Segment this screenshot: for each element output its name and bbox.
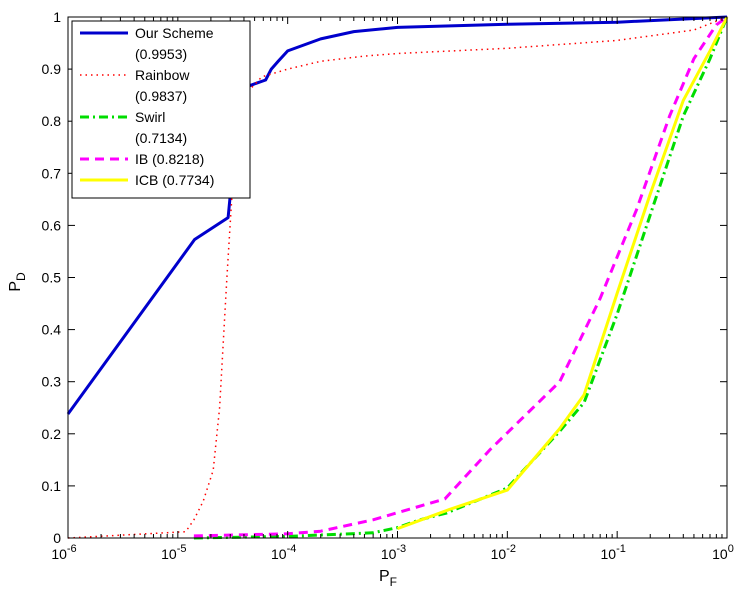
x-tick-label: 100 (712, 543, 734, 562)
y-tick-label: 0.7 (42, 165, 62, 181)
y-tick-label: 0 (53, 530, 61, 546)
x-tick-label: 10-4 (271, 543, 296, 562)
x-tick-label: 10-2 (491, 543, 516, 562)
y-tick-label: 0.9 (42, 61, 62, 77)
legend-label: ICB (0.7734) (135, 172, 214, 188)
x-tick-label: 10-6 (51, 543, 76, 562)
x-tick-label: 10-3 (381, 543, 406, 562)
x-axis-label: PF (379, 568, 397, 589)
y-tick-label: 0.5 (42, 270, 62, 286)
legend-label: (0.9837) (135, 88, 187, 104)
series-line-ib (193, 15, 728, 538)
y-tick-label: 0.4 (42, 322, 62, 338)
legend: Our Scheme (0.9953) Rainbow (0.9837) Swirl (0… (71, 20, 251, 199)
legend-label: Our Scheme (135, 25, 214, 41)
legend-label: IB (0.8218) (135, 151, 204, 167)
series-line-icb (396, 16, 729, 531)
legend-label: Rainbow (135, 67, 190, 83)
legend-label: (0.9953) (135, 46, 187, 62)
y-tick-label: 0.6 (42, 217, 62, 233)
y-tick-label: 0.2 (42, 426, 62, 442)
y-tick-label: 0.8 (42, 113, 62, 129)
tick-layer: 10-6 10-5 10-4 10-3 10-2 10-1 100 0 0.1 0.2 0.3 0.4… (42, 9, 734, 562)
x-tick-label: 10-1 (600, 543, 625, 562)
y-tick-label: 0.3 (42, 374, 62, 390)
legend-label: Swirl (135, 109, 165, 125)
y-axis-label: PD (7, 272, 28, 292)
legend-label: (0.7134) (135, 130, 187, 146)
y-tick-label: 0.1 (42, 478, 62, 494)
y-tick-label: 1 (53, 9, 61, 25)
x-tick-label: 10-5 (161, 543, 186, 562)
legend-box (71, 20, 251, 199)
